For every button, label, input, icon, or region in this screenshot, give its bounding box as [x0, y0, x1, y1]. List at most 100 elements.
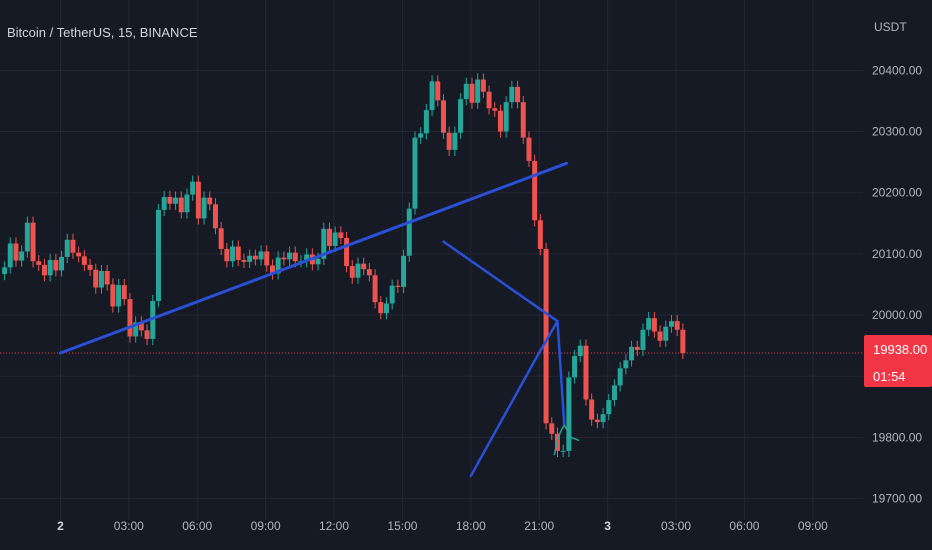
candle	[623, 354, 629, 375]
candle-body	[190, 181, 196, 195]
candle	[668, 315, 674, 333]
candle-body	[589, 399, 595, 420]
candle	[583, 339, 589, 406]
candle	[651, 312, 657, 338]
candle	[338, 226, 344, 245]
candle-body	[24, 222, 30, 252]
candle	[418, 127, 424, 144]
candle-body	[304, 254, 310, 262]
candle-body	[560, 450, 566, 452]
candle-body	[264, 251, 270, 266]
candle	[497, 104, 503, 138]
candle	[127, 293, 133, 343]
candle	[304, 248, 310, 268]
candle-body	[623, 360, 629, 369]
candle-body	[475, 79, 481, 103]
candle	[401, 249, 407, 294]
candle	[59, 250, 65, 277]
candle-body	[178, 197, 184, 213]
candle-body	[7, 243, 13, 268]
candle-body	[81, 256, 87, 265]
candle-body	[315, 258, 321, 265]
candle	[184, 188, 190, 219]
candle-body	[201, 197, 207, 219]
candle-body	[47, 260, 53, 276]
y-tick-label: 20000.00	[872, 308, 922, 322]
candle-body	[515, 86, 521, 103]
candle	[173, 191, 179, 210]
candle	[212, 198, 218, 235]
candle	[161, 190, 167, 216]
x-tick-label: 09:00	[251, 519, 281, 533]
candle	[19, 245, 25, 267]
candle-body	[537, 220, 543, 249]
candle-body	[412, 137, 418, 209]
candle	[509, 80, 515, 109]
y-tick-label: 20100.00	[872, 247, 922, 261]
candle	[646, 312, 652, 336]
candle	[13, 237, 19, 267]
candle-body	[566, 377, 572, 451]
candle-body	[127, 299, 133, 337]
candle	[537, 214, 543, 256]
candle-body	[212, 204, 218, 229]
candle	[486, 85, 492, 115]
candle-body	[520, 102, 526, 138]
candle-body	[53, 260, 59, 271]
candle-body	[572, 356, 578, 378]
candle-body	[458, 99, 464, 133]
candle	[480, 73, 486, 98]
candle	[526, 131, 532, 168]
candle-body	[526, 137, 532, 161]
candle-body	[486, 91, 492, 109]
candle	[247, 249, 253, 268]
candle-body	[366, 269, 372, 276]
candle	[589, 393, 595, 426]
candle-body	[629, 346, 635, 361]
candle-body	[224, 248, 230, 262]
candle	[629, 340, 635, 367]
candle	[412, 131, 418, 215]
candle-body	[116, 285, 122, 307]
candle-body	[418, 133, 424, 138]
candle	[281, 251, 287, 266]
candle	[344, 231, 350, 273]
candle-body	[161, 196, 167, 210]
candle	[104, 264, 110, 291]
x-tick-label: 06:00	[729, 519, 759, 533]
candle	[190, 175, 196, 201]
candle-body	[292, 252, 298, 262]
projection-path	[563, 424, 580, 442]
candle-body	[110, 284, 116, 307]
candle-body	[93, 269, 99, 288]
last-price-tag: 19938.00 01:54	[864, 335, 932, 387]
candle	[53, 253, 59, 277]
candle	[469, 77, 475, 109]
candle	[258, 245, 264, 266]
x-tick-label: 09:00	[798, 519, 828, 533]
candle	[144, 324, 150, 346]
candle	[81, 250, 87, 272]
candle-body	[19, 251, 25, 261]
candle-body	[133, 322, 139, 337]
candle-body	[76, 252, 82, 257]
candle-body	[680, 329, 686, 353]
candle-body	[361, 263, 367, 270]
candle	[275, 251, 281, 280]
candle	[30, 216, 36, 268]
candle	[492, 102, 498, 117]
candle	[47, 253, 53, 282]
candle	[121, 278, 127, 306]
grid	[0, 0, 863, 520]
candle	[110, 278, 116, 313]
y-tick-label: 20400.00	[872, 63, 922, 77]
candle	[178, 191, 184, 219]
candle-body	[98, 271, 104, 288]
candle-body	[281, 257, 287, 260]
candle-body	[469, 83, 475, 103]
candle	[532, 154, 538, 227]
candle-body	[532, 160, 538, 221]
candle-body	[70, 239, 76, 253]
